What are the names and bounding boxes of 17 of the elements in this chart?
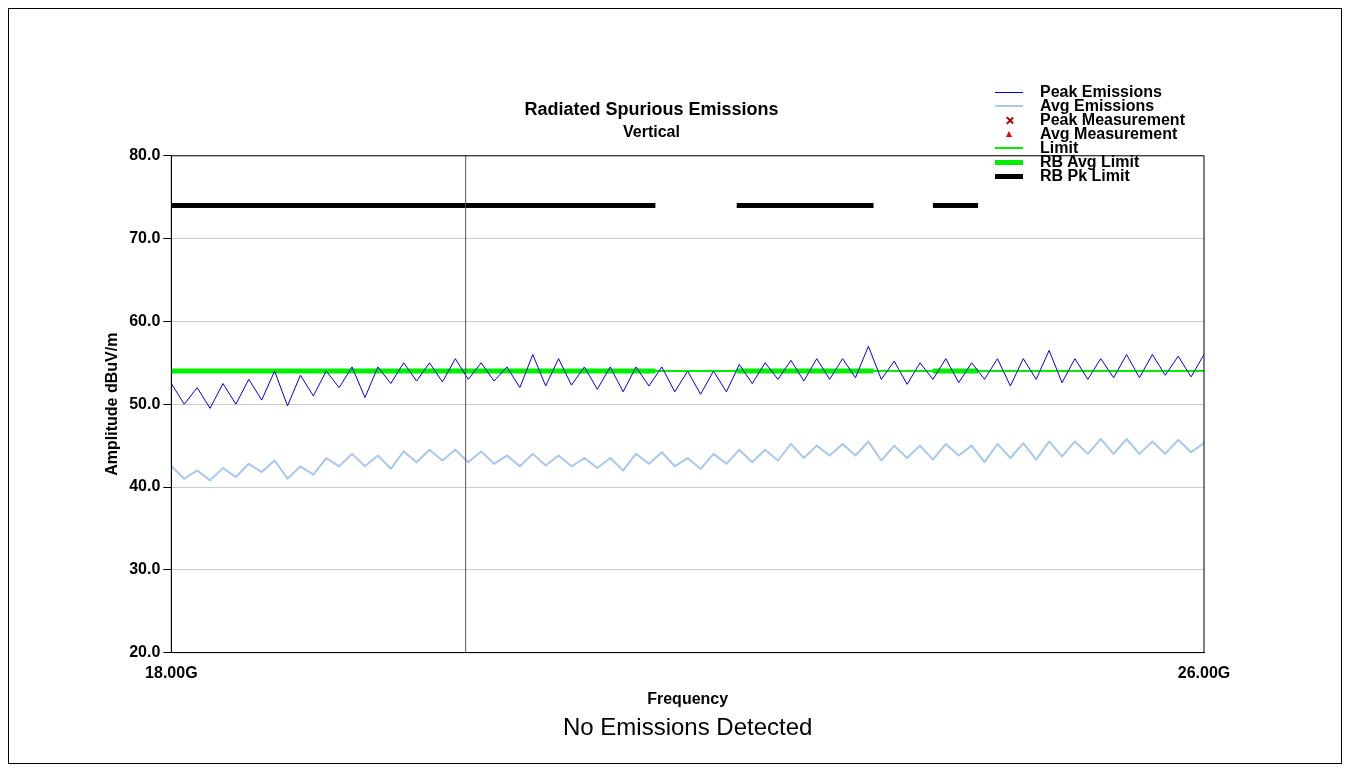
y-tick-label: 20.0 (129, 643, 161, 661)
y-tick-label: 30.0 (129, 560, 161, 578)
y-tick-label: 50.0 (129, 394, 161, 412)
legend-label: Avg Emissions (1040, 97, 1155, 114)
x-tick-label: 26.00G (1177, 663, 1231, 681)
x-axis-title: Frequency (647, 689, 729, 707)
y-tick-label: 40.0 (129, 477, 161, 495)
y-tick-label: 70.0 (129, 229, 161, 247)
y-tick-label: 80.0 (129, 146, 161, 164)
x-tick-label: 18.00G (145, 663, 198, 681)
chart-subtitle: Vertical (623, 122, 680, 140)
y-axis-title: Amplitude dBuV/m (103, 332, 121, 476)
y-tick-label: 60.0 (129, 311, 161, 329)
legend-label: Peak Emissions (1040, 83, 1162, 100)
legend-label: Avg Measurement (1040, 125, 1178, 142)
text: No Emissions Detected (562, 713, 813, 740)
chart-title: Radiated Spurious Emissions (524, 98, 779, 119)
